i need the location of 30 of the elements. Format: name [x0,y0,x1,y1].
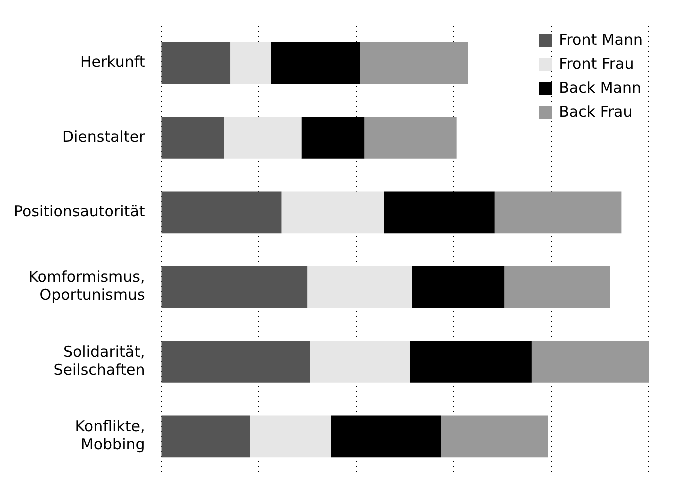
bar [162,416,250,458]
y-tick-label: Komformismus, Oportunismus [28,268,146,304]
bar [360,42,468,84]
bar [162,42,231,84]
legend-label: Front Mann [559,30,644,49]
bar [308,266,412,308]
y-tick-label: Konflikte, Mobbing [75,418,146,454]
y-tick-label: Herkunft [80,53,146,72]
bar [162,192,282,234]
y-tick-label: Solidarität, Seilschaften [54,342,146,379]
y-tick-label: Dienstalter [62,128,146,146]
bar [162,341,310,383]
bar [230,42,272,84]
bar [331,416,442,458]
bar [224,117,302,159]
bar [282,192,384,234]
legend-label: Back Frau [559,102,633,121]
bar [410,341,532,383]
legend-label: Front Frau [559,54,634,73]
bar [441,416,548,458]
bar [310,341,410,383]
legend-label: Back Mann [559,78,642,97]
bar [162,266,308,308]
bar [162,117,224,159]
bar [364,117,457,159]
bar [494,192,622,234]
y-tick-label: Positionsautorität [14,202,146,221]
bar [532,341,649,383]
bar [504,266,610,308]
bar [250,416,332,458]
